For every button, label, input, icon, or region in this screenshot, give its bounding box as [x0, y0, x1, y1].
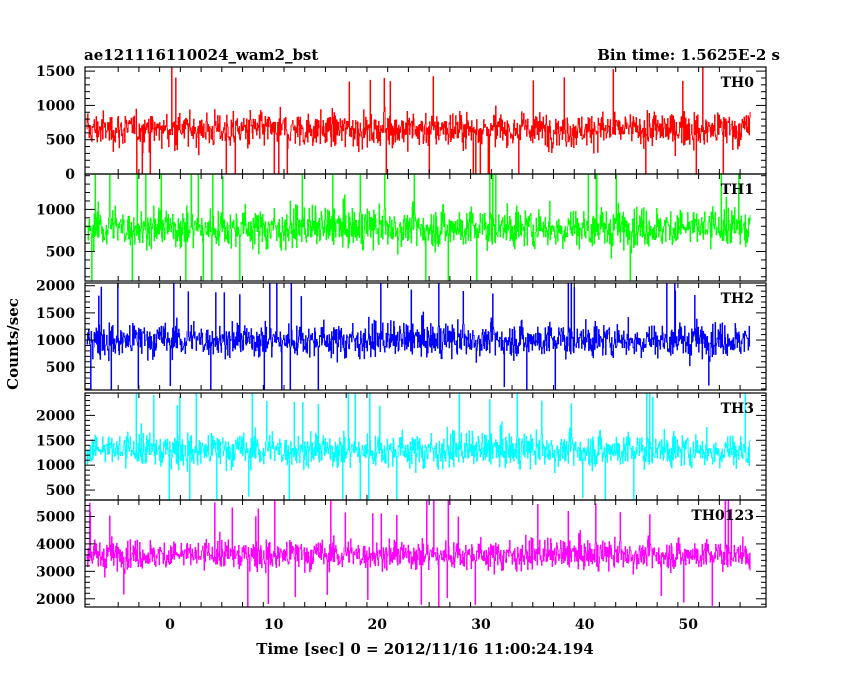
x-tick-label: 30: [471, 617, 491, 633]
panel-th2: 500 1000 1500 2000 TH2: [36, 279, 767, 391]
y-tick-label-th0: 500: [46, 133, 75, 149]
series-th0-line: [86, 67, 751, 174]
panel-label-th1: TH1: [721, 182, 754, 198]
y-tick-label-th3: 500: [46, 483, 75, 499]
y-tick-label-th0123: 3000: [36, 564, 75, 580]
x-tick-label: 10: [264, 617, 284, 633]
y-tick-label-th0: 1000: [36, 98, 75, 114]
y-tick-label-th0123: 4000: [36, 537, 75, 553]
panel-frame-th0123: [84, 499, 767, 608]
panel-th0: 0 500 1000 1500 TH0: [36, 64, 767, 183]
panel-frame-th1: [84, 173, 767, 282]
y-tick-label-th0: 1500: [36, 64, 75, 80]
series-th1-line: [86, 174, 751, 281]
y-axis-label: Counts/sec: [4, 298, 22, 390]
y-tick-label-th0123: 5000: [36, 509, 75, 525]
series-th3-line: [86, 393, 751, 500]
panels-group: 050010001500TH05001000TH1500100015002000…: [36, 64, 767, 633]
y-tick-label-th2: 1500: [36, 306, 75, 322]
panel-frame-th2: [84, 282, 767, 391]
x-axis-label: Time [sec] 0 = 2012/11/16 11:00:24.194: [256, 640, 593, 658]
y-tick-label-th2: 500: [46, 360, 75, 376]
x-tick-label: 0: [165, 617, 175, 633]
y-tick-label-th3: 2000: [36, 408, 75, 424]
x-tick-label: 20: [368, 617, 388, 633]
observation-id-title: ae121116110024_wam2_bst: [84, 46, 319, 64]
y-tick-label-th3: 1000: [36, 458, 75, 474]
panel-label-th2: TH2: [721, 291, 754, 307]
bin-time-title: Bin time: 1.5625E-2 s: [597, 46, 780, 64]
y-tick-label-th2: 2000: [36, 279, 75, 295]
panel-label-th0123: TH0123: [691, 508, 754, 524]
panel-th1: 500 1000 TH1: [36, 173, 767, 282]
series-th0123-line: [86, 500, 751, 607]
x-tick-label: 40: [575, 617, 595, 633]
y-tick-label-th1: 500: [46, 245, 75, 261]
y-tick-label-th2: 1000: [36, 333, 75, 349]
series-th2-line: [86, 283, 751, 390]
panel-label-th0: TH0: [721, 75, 755, 91]
y-tick-label-th1: 1000: [36, 202, 75, 218]
y-tick-label-th3: 1500: [36, 433, 75, 449]
panel-th3: 500 1000 1500 2000 TH3: [36, 392, 767, 501]
x-tick-label: 50: [679, 617, 699, 633]
y-tick-label-th0123: 2000: [36, 592, 75, 608]
y-tick-label-th0: 0: [65, 167, 75, 183]
panel-th0123: 2000 3000 4000 5000 TH0123: [36, 499, 767, 608]
panel-label-th3: TH3: [721, 401, 754, 417]
